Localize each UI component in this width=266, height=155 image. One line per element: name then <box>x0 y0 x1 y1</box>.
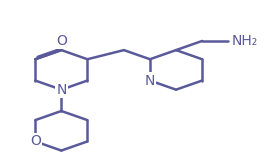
Text: O: O <box>30 134 41 148</box>
Text: N: N <box>56 83 66 97</box>
Text: NH₂: NH₂ <box>232 34 258 48</box>
Text: N: N <box>145 73 155 88</box>
Text: O: O <box>56 34 67 48</box>
